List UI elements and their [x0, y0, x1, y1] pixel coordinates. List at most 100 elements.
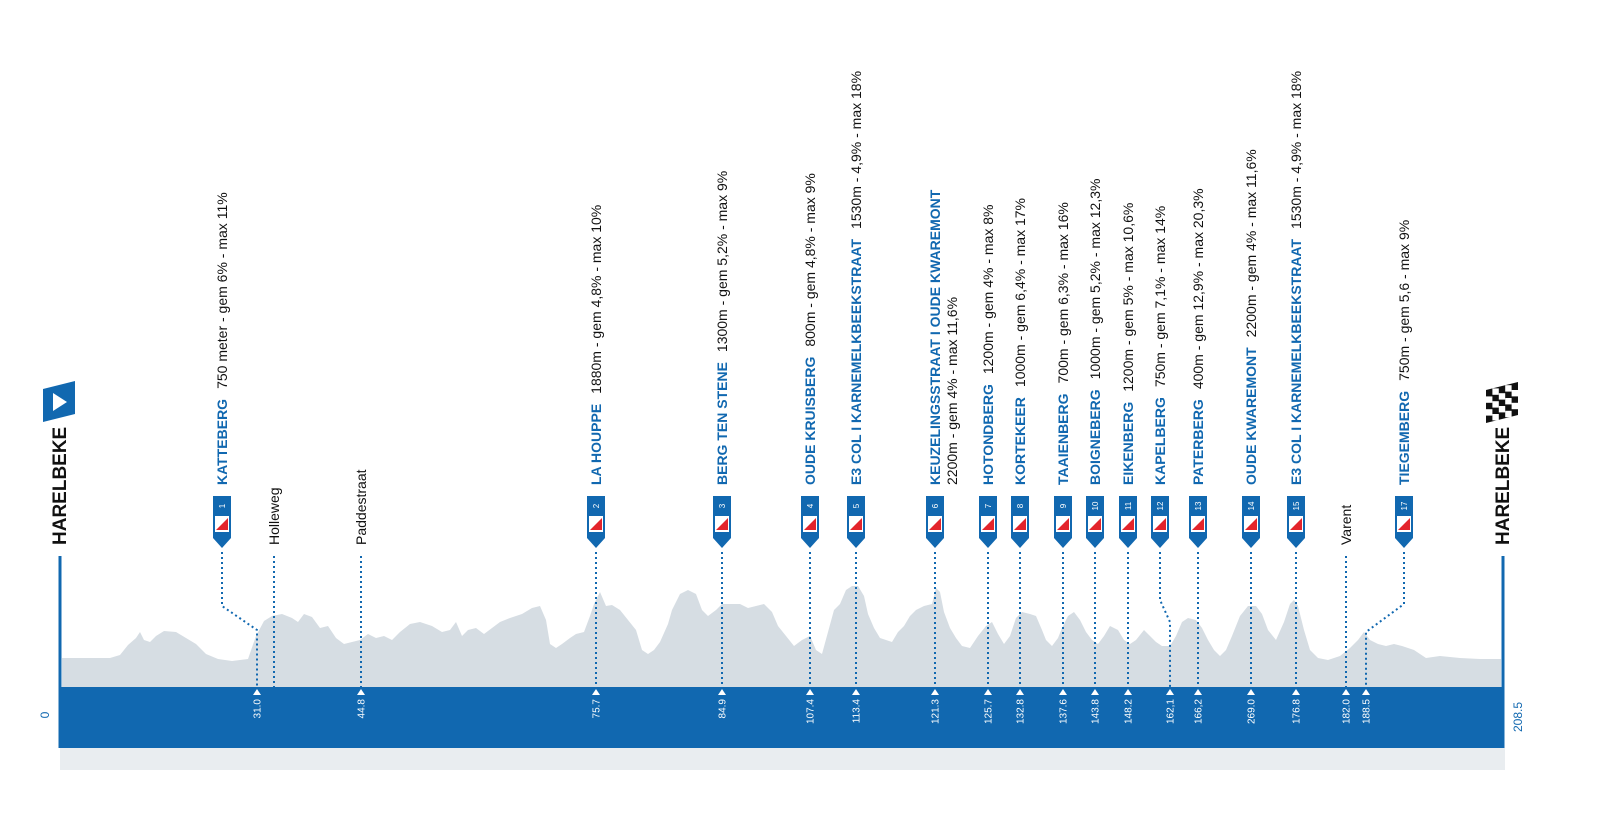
climb-15: 176.8 15 E3 COL I KARNEMELKBEEKSTRAAT 1530m… — [1287, 71, 1305, 724]
start-town-label: HARELBEKE — [50, 427, 71, 545]
climb-number: 1 — [218, 503, 227, 508]
climb-number: 8 — [1016, 503, 1025, 508]
climb-3: 84.9 3 BERG TEN STENE 1300m - gem 5,2% - ma… — [713, 171, 731, 719]
km-tick-icon — [253, 689, 261, 695]
finish-flag-square — [1486, 409, 1493, 416]
climb-spec: 750 meter - gem 6% - max 11% — [214, 192, 230, 389]
climb-hill-icon — [1398, 518, 1410, 530]
climb-label: KAPELBERG 750m - gem 7,1% - max 14% — [1152, 206, 1168, 485]
climb-name: BOIGNEBERG — [1087, 389, 1103, 485]
climb-17: 188.5 17 TIEGEMBERG 750m - gem 5,6 - max 9% — [1362, 220, 1413, 724]
climb-connector — [1365, 552, 1405, 687]
climb-hill-icon — [1014, 518, 1026, 530]
climb-spec: 400m - gem 12,9% - max 20,3% — [1190, 188, 1206, 389]
climb-km-label: 121.3 — [931, 699, 942, 724]
climb-label: KEUZELINGSSTRAAT I OUDE KWAREMONT — [927, 189, 943, 485]
climb-hill-icon — [716, 518, 728, 530]
km-tick-icon — [852, 689, 860, 695]
climb-number: 11 — [1124, 501, 1133, 510]
climb-label: BOIGNEBERG 1000m - gem 5,2% - max 12,3% — [1087, 179, 1103, 485]
climb-number: 10 — [1091, 501, 1100, 510]
finish-km-label: 208.5 — [1511, 702, 1525, 732]
finish-flag-square — [1511, 402, 1518, 410]
climb-label: KORTEKEER 1000m - gem 6,4% - max 17% — [1012, 198, 1028, 485]
climb-number: 17 — [1400, 501, 1409, 510]
climb-spec: 2200m - gem 4% - max 11,6% — [1243, 149, 1259, 337]
climb-label: HOTONDBERG 1200m - gem 4% - max 8% — [980, 205, 996, 485]
climb-name: TIEGEMBERG — [1396, 391, 1412, 485]
climb-9: 137.6 9 TAAIENBERG 700m - gem 6,3% - max 16… — [1054, 202, 1072, 724]
elevation-profile — [62, 586, 1501, 687]
climb-km-label: 188.5 — [1362, 699, 1373, 724]
climb-number: 6 — [931, 503, 940, 508]
climb-number: 12 — [1156, 501, 1165, 510]
sector-name: Paddestraat — [353, 469, 369, 545]
km-tick-icon — [357, 689, 365, 695]
climb-km-label: 84.9 — [718, 699, 729, 719]
climb-connector — [1159, 552, 1171, 687]
finish-flag-square — [1498, 393, 1506, 400]
climb-6: 121.3 6 KEUZELINGSSTRAAT I OUDE KWAREMONT 2… — [926, 189, 960, 724]
climb-name: HOTONDBERG — [980, 384, 996, 485]
finish-flag-square — [1486, 396, 1493, 403]
climb-name: KORTEKEER — [1012, 397, 1028, 485]
climb-number: 9 — [1059, 503, 1068, 508]
climb-km-label: 148.2 — [1124, 699, 1135, 724]
climb-name: BERG TEN STENE — [714, 362, 730, 485]
climb-label: OUDE KRUISBERG 800m - gem 4,8% - max 9% — [802, 173, 818, 485]
sector-name: Holleweg — [266, 487, 282, 545]
finish-town-label: HARELBEKE — [1493, 427, 1514, 545]
climb-name: KAPELBERG — [1152, 397, 1168, 485]
sector-holleweg: Holleweg — [266, 487, 282, 687]
climb-hill-icon — [850, 518, 862, 530]
climb-number: 7 — [984, 503, 993, 508]
climb-hill-icon — [1290, 518, 1302, 530]
climb-spec: 800m - gem 4,8% - max 9% — [802, 173, 818, 347]
climb-hill-icon — [1122, 518, 1134, 530]
climb-spec: 2200m - gem 4% - max 11,6% — [944, 297, 960, 485]
climb-hill-icon — [804, 518, 816, 530]
km-tick-icon — [1247, 689, 1255, 695]
finish-flag-square — [1498, 406, 1506, 413]
climb-name: EIKENBERG — [1120, 402, 1136, 485]
climb-number: 15 — [1292, 501, 1301, 510]
climb-hill-icon — [929, 518, 941, 530]
climb-spec: 1200m - gem 5% - max 10,6% — [1120, 203, 1136, 392]
climb-label: KATTEBERG 750 meter - gem 6% - max 11% — [214, 192, 230, 485]
climb-name: TAAIENBERG — [1055, 393, 1071, 485]
climb-km-label: 132.8 — [1016, 699, 1027, 724]
sector-km-label: 182.0 — [1342, 699, 1353, 724]
km-tick-icon — [1166, 689, 1174, 695]
start-km-label: 0 — [38, 711, 52, 718]
climb-spec: 1530m - 4,9% - max 18% — [848, 71, 864, 229]
climb-hill-icon — [1192, 518, 1204, 530]
start-flag-icon — [43, 381, 75, 422]
climb-km-label: 162,1 — [1166, 699, 1177, 724]
finish-flag-square — [1492, 388, 1499, 395]
km-tick-icon — [592, 689, 600, 695]
finish-flag-square — [1492, 401, 1499, 408]
km-tick-icon — [806, 689, 814, 695]
climb-km-label: 31.0 — [253, 699, 264, 719]
climb-1: 31.0 1 KATTEBERG 750 meter - gem 6% - max 1… — [213, 192, 264, 718]
climb-spec: 1530m - 4,9% - max 18% — [1288, 71, 1304, 229]
climb-km-label: 75.7 — [592, 699, 603, 719]
climb-label: TIEGEMBERG 750m - gem 5,6 - max 9% — [1396, 220, 1412, 485]
climb-km-label: 269.0 — [1247, 699, 1258, 724]
climb-km-label: 166,2 — [1194, 699, 1205, 724]
climb-number: 13 — [1194, 501, 1203, 510]
climb-2: 75.7 2 LA HOUPPE 1880m - gem 4,8% - max 10% — [587, 205, 605, 719]
climb-name: E3 COL I KARNEMELKBEEKSTRAAT — [848, 238, 864, 485]
climb-name: LA HOUPPE — [588, 404, 604, 485]
climb-14: 269.0 14 OUDE KWAREMONT 2200m - gem 4% - ma… — [1242, 149, 1260, 724]
finish-flag-square — [1505, 385, 1512, 392]
climb-name: KEUZELINGSSTRAAT I OUDE KWAREMONT — [927, 189, 943, 485]
climb-name: PATERBERG — [1190, 399, 1206, 485]
climb-hill-icon — [1245, 518, 1257, 530]
km-tick-icon — [1342, 689, 1350, 695]
finish-flag-square — [1492, 414, 1499, 421]
km-tick-icon — [984, 689, 992, 695]
climb-label: LA HOUPPE 1880m - gem 4,8% - max 10% — [588, 205, 604, 485]
